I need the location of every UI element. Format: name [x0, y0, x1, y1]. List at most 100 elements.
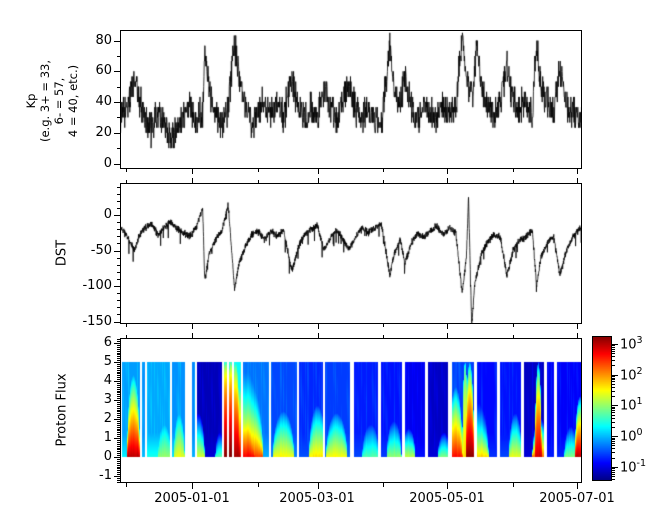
flux-ytick-label: -1	[99, 468, 112, 483]
flux-axis-title: Proton Flux	[54, 373, 70, 447]
x-minor-tick	[257, 324, 259, 327]
colorbar-tick-label: 100	[620, 427, 643, 445]
flux-ytick-label: 0	[103, 449, 112, 464]
colorbar-minor-tick	[612, 471, 615, 473]
colorbar-minor-tick	[612, 426, 615, 428]
colorbar-tick-label: 10-1	[620, 458, 647, 476]
x-minor-tick	[126, 169, 128, 172]
x-minor-tick	[513, 324, 515, 327]
flux-ytick-label: 2	[103, 411, 112, 426]
colorbar-minor-tick	[612, 476, 615, 478]
kp-axis-title-line3: 6- = 57,	[52, 77, 66, 125]
x-minor-tick	[257, 483, 259, 487]
x-major-tick	[447, 483, 449, 489]
kp-axis-title-line1: Kp	[24, 93, 38, 109]
dst-axis-title: DST	[54, 239, 70, 267]
x-minor-tick	[383, 324, 385, 327]
colorbar-major-tick	[612, 405, 618, 407]
colorbar-minor-tick	[612, 412, 615, 414]
colorbar-minor-tick	[612, 437, 615, 439]
flux-ytick-label: 1	[103, 430, 112, 445]
colorbar-tick-label: 101	[620, 396, 643, 414]
colorbar-tick-label: 103	[620, 334, 643, 353]
colorbar-minor-tick	[612, 383, 615, 385]
colorbar-exponent: 2	[636, 365, 643, 377]
dst-ytick-label: 0	[103, 207, 112, 222]
colorbar-minor-tick	[612, 390, 615, 392]
colorbar-major-tick	[612, 436, 618, 438]
colorbar-minor-tick	[612, 410, 615, 412]
colorbar-minor-tick	[612, 440, 615, 442]
flux-ytick-label: 3	[103, 392, 112, 407]
colorbar-gradient	[592, 336, 612, 481]
x-minor-tick	[513, 483, 515, 487]
x-minor-tick	[383, 483, 385, 487]
colorbar-minor-tick	[612, 396, 615, 398]
colorbar-minor-tick	[612, 345, 615, 347]
x-minor-tick	[126, 483, 128, 487]
colorbar-minor-tick	[612, 386, 615, 388]
kp-axis-title-line2: (e.g. 3+ = 33,	[38, 59, 52, 143]
colorbar-minor-tick	[612, 414, 615, 416]
colorbar-major-tick	[612, 343, 618, 345]
colorbar-exponent: 3	[636, 334, 643, 346]
x-major-tick	[317, 324, 319, 329]
dst-ytick-label: -100	[82, 278, 112, 293]
kp-axis-title: Kp (e.g. 3+ = 33, 6- = 57, 4 = 40, etc.)	[24, 60, 80, 142]
colorbar-minor-tick	[612, 377, 615, 379]
colorbar-minor-tick	[612, 348, 615, 350]
xtick-label-mar: 2005-03-01	[279, 491, 355, 506]
colorbar-major-tick	[612, 374, 618, 376]
colorbar-minor-tick	[612, 468, 615, 470]
x-major-tick	[192, 169, 194, 174]
flux-ytick-label: 6	[103, 335, 112, 350]
xtick-label-may: 2005-05-01	[409, 491, 485, 506]
colorbar-minor-tick	[612, 365, 615, 367]
colorbar-minor-tick	[612, 448, 615, 450]
colorbar-minor-tick	[612, 417, 615, 419]
xtick-label-jan: 2005-01-01	[154, 491, 230, 506]
colorbar-minor-tick	[612, 439, 615, 441]
colorbar-minor-tick	[612, 376, 615, 377]
x-major-tick	[317, 169, 319, 174]
colorbar-minor-tick	[612, 359, 615, 361]
colorbar-minor-tick	[612, 408, 615, 410]
colorbar-minor-tick	[612, 479, 615, 481]
kp-line-chart	[120, 30, 582, 169]
x-major-tick	[577, 483, 578, 489]
kp-ytick-label: 0	[103, 155, 112, 171]
colorbar-minor-tick	[612, 406, 615, 408]
flux-ytick-label: 5	[103, 354, 112, 369]
colorbar-minor-tick	[612, 379, 615, 381]
colorbar-minor-tick	[612, 445, 615, 447]
colorbar-major-tick	[612, 467, 618, 468]
colorbar-exponent: 0	[636, 427, 643, 439]
x-minor-tick	[126, 324, 128, 327]
colorbar-minor-tick	[612, 350, 615, 352]
colorbar-minor-tick	[612, 469, 615, 471]
dst-ytick-label: -50	[90, 242, 112, 258]
colorbar-minor-tick	[612, 353, 615, 355]
x-major-tick	[192, 483, 194, 489]
colorbar-minor-tick	[612, 381, 615, 383]
dst-line-chart	[120, 183, 582, 324]
x-minor-tick	[257, 169, 259, 172]
x-minor-tick	[513, 169, 515, 172]
x-major-tick	[577, 324, 578, 329]
colorbar-minor-tick	[612, 421, 615, 423]
xtick-label-jul: 2005-07-01	[539, 491, 615, 506]
x-major-tick	[447, 169, 449, 174]
colorbar-minor-tick	[612, 356, 615, 358]
colorbar-minor-tick	[612, 452, 615, 454]
x-major-tick	[317, 483, 319, 489]
colorbar-minor-tick	[612, 473, 615, 475]
kp-ytick-label: 80	[95, 32, 112, 48]
proton-flux-heatmap	[120, 338, 582, 483]
x-major-tick	[577, 169, 578, 174]
colorbar-tick-label: 102	[620, 365, 643, 383]
dst-ytick-label: -150	[82, 313, 112, 329]
colorbar-minor-tick	[612, 346, 615, 348]
colorbar-exponent: -1	[636, 458, 647, 469]
flux-ytick-label: 4	[103, 373, 112, 388]
